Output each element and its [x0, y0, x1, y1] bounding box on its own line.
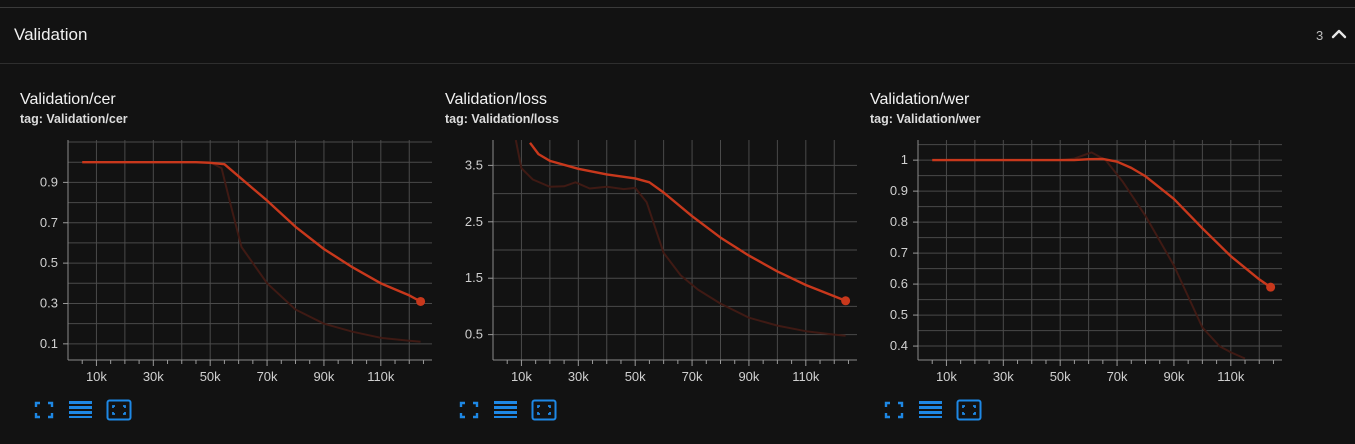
- smoothed-series-line: [529, 142, 847, 302]
- smoothed-series-line: [82, 161, 422, 303]
- y-tick-label: 0.5: [40, 255, 58, 270]
- y-tick-label: 1.5: [465, 270, 483, 285]
- y-tick-label: 2.5: [465, 214, 483, 229]
- y-tick-label: 0.5: [890, 307, 908, 322]
- y-tick-label: 0.7: [890, 245, 908, 260]
- x-tick-label: 30k: [568, 369, 589, 384]
- top-divider: [0, 7, 1355, 8]
- section-title: Validation: [14, 25, 88, 44]
- smoothed-series-line: [932, 157, 1272, 289]
- fullscreen-icon[interactable]: [33, 399, 59, 421]
- y-tick-label: 0.9: [40, 174, 58, 189]
- raw-series-line: [514, 140, 846, 337]
- raw-series-line: [82, 161, 421, 343]
- last-point-marker: [416, 296, 426, 306]
- x-tick-label: 50k: [1050, 369, 1071, 384]
- chart-tag: tag: Validation/loss: [445, 112, 559, 126]
- x-tick-label: 90k: [1163, 369, 1184, 384]
- section-header[interactable]: Validation 3: [0, 8, 1355, 64]
- x-tick-label: 50k: [200, 369, 221, 384]
- x-tick-label: 90k: [738, 369, 759, 384]
- chart-card-loss: Validation/loss tag: Validation/loss 0.5…: [445, 88, 865, 433]
- raw-series-line: [932, 151, 1246, 360]
- chart-card-wer: Validation/wer tag: Validation/wer 0.4 0.…: [870, 88, 1290, 433]
- section-count: 3: [1316, 28, 1324, 43]
- chart-tag: tag: Validation/wer: [870, 112, 981, 126]
- fullscreen-icon[interactable]: [883, 399, 909, 421]
- x-tick-label: 70k: [257, 369, 278, 384]
- chart-title: Validation/wer: [870, 91, 970, 108]
- y-tick-label: 0.4: [890, 338, 908, 353]
- y-tick-label: 3.5: [465, 157, 483, 172]
- x-tick-label: 110k: [1217, 369, 1245, 384]
- x-tick-label: 110k: [792, 369, 820, 384]
- toggle-log-scale-icon[interactable]: [68, 399, 94, 421]
- chart-cer[interactable]: 0.1 0.3 0.5 0.7 0.9 10k 30k 50k 70k 90k 110k: [20, 128, 440, 388]
- chart-title: Validation/loss: [445, 91, 547, 108]
- y-tick-label: 0.9: [890, 183, 908, 198]
- x-tick-label: 10k: [86, 369, 107, 384]
- y-tick-label: 0.5: [465, 327, 483, 342]
- y-tick-label: 0.7: [40, 215, 58, 230]
- toggle-log-scale-icon[interactable]: [918, 399, 944, 421]
- fit-domain-icon[interactable]: [956, 399, 982, 421]
- x-tick-label: 50k: [625, 369, 646, 384]
- fullscreen-icon[interactable]: [458, 399, 484, 421]
- y-tick-label: 1: [901, 152, 908, 167]
- chart-loss[interactable]: 0.5 1.5 2.5 3.5 10k 30k 50k 70k 90k 110k: [445, 128, 865, 388]
- chart-title: Validation/cer: [20, 91, 116, 108]
- y-tick-label: 0.6: [890, 276, 908, 291]
- y-tick-label: 0.3: [40, 295, 58, 310]
- toggle-log-scale-icon[interactable]: [493, 399, 519, 421]
- x-tick-label: 110k: [367, 369, 395, 384]
- x-tick-label: 90k: [313, 369, 334, 384]
- x-tick-label: 70k: [1107, 369, 1128, 384]
- chevron-up-icon[interactable]: [1330, 25, 1350, 43]
- x-tick-label: 30k: [993, 369, 1014, 384]
- fit-domain-icon[interactable]: [106, 399, 132, 421]
- chart-card-cer: Validation/cer tag: Validation/cer 0.1 0.…: [20, 88, 440, 433]
- last-point-marker: [1266, 282, 1276, 292]
- chart-tag: tag: Validation/cer: [20, 112, 128, 126]
- y-tick-label: 0.1: [40, 336, 58, 351]
- x-tick-label: 70k: [682, 369, 703, 384]
- last-point-marker: [841, 296, 851, 306]
- x-tick-label: 30k: [143, 369, 164, 384]
- fit-domain-icon[interactable]: [531, 399, 557, 421]
- x-tick-label: 10k: [511, 369, 532, 384]
- y-tick-label: 0.8: [890, 214, 908, 229]
- x-tick-label: 10k: [936, 369, 957, 384]
